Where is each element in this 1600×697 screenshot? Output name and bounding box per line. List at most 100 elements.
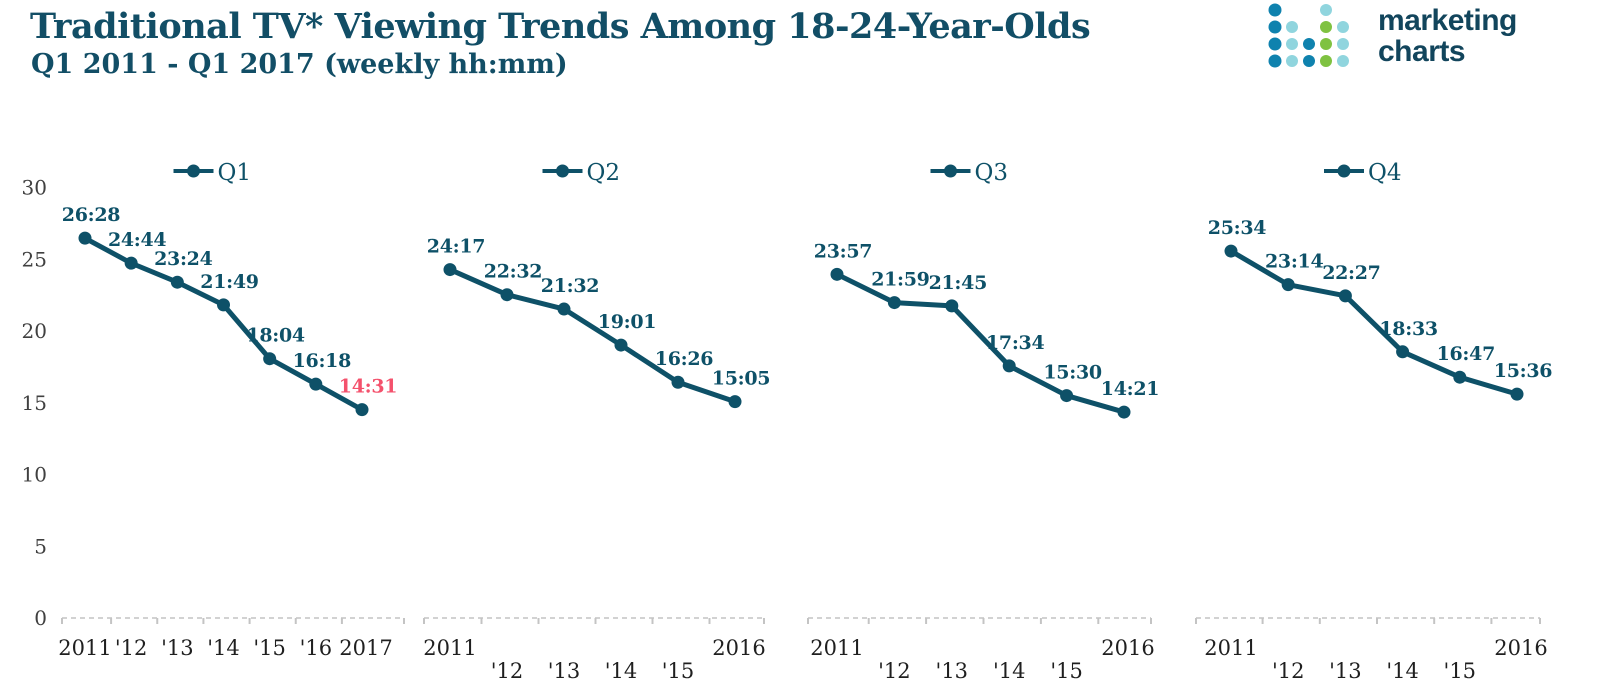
- data-point: [500, 288, 514, 302]
- data-point: [945, 299, 959, 313]
- x-tick-label: '13: [548, 659, 581, 683]
- logo-dot: [1268, 20, 1282, 34]
- data-point: [1510, 387, 1524, 401]
- x-tick-label: '15: [1050, 659, 1083, 683]
- x-tick-label: '14: [605, 659, 638, 683]
- x-tick-label: '16: [300, 636, 333, 660]
- data-point: [614, 338, 628, 352]
- x-tick-label: 2016: [712, 636, 765, 660]
- logo-dot: [1337, 55, 1349, 67]
- logo-dot: [1337, 21, 1349, 33]
- logo-dot: [1320, 4, 1332, 16]
- data-point: [830, 267, 844, 281]
- data-label: 21:32: [541, 275, 599, 297]
- data-point: [355, 403, 369, 417]
- data-label: 18:04: [246, 325, 304, 347]
- legend-marker: [187, 164, 200, 178]
- x-tick-label: '12: [878, 659, 911, 683]
- series-line-q4: [1228, 248, 1520, 397]
- y-tick-label: 5: [34, 534, 47, 558]
- logo-dots-icon: [1268, 3, 1349, 68]
- data-label: 16:26: [655, 348, 713, 370]
- data-label: 21:45: [929, 272, 987, 294]
- y-tick-label: 30: [22, 176, 47, 200]
- data-point: [728, 395, 742, 409]
- x-tick-label: '12: [491, 659, 524, 683]
- legend-label: Q3: [975, 160, 1009, 186]
- logo-text: marketing charts: [1378, 5, 1517, 67]
- data-point: [443, 263, 457, 277]
- data-label: 24:44: [108, 229, 166, 251]
- x-tick-label: '15: [253, 636, 286, 660]
- x-tick-label: 2011: [1204, 636, 1257, 660]
- y-tick-label: 0: [34, 606, 47, 630]
- data-label: 26:28: [62, 204, 120, 226]
- x-tick-label: '14: [1386, 659, 1419, 683]
- data-point: [1453, 370, 1467, 384]
- logo-dot: [1268, 54, 1282, 68]
- data-label-highlight: 14:31: [339, 376, 397, 398]
- x-tick-label: '12: [115, 636, 148, 660]
- data-point: [887, 296, 901, 310]
- data-label: 22:27: [1322, 262, 1380, 284]
- y-tick-label: 15: [22, 391, 47, 415]
- data-point: [78, 231, 92, 245]
- data-label: 22:32: [484, 261, 542, 283]
- y-tick-label: 10: [22, 463, 47, 487]
- chart-title: Traditional TV* Viewing Trends Among 18-…: [30, 6, 1091, 47]
- data-point: [1002, 359, 1016, 373]
- logo-word-marketing: marketing: [1378, 4, 1517, 37]
- data-point: [1224, 244, 1238, 258]
- legend-label: Q2: [587, 160, 621, 186]
- data-label: 23:14: [1265, 251, 1323, 273]
- data-point: [1281, 278, 1295, 292]
- data-point: [557, 302, 571, 316]
- x-tick-label: '13: [1329, 659, 1362, 683]
- x-tick-label: 2011: [810, 636, 863, 660]
- logo-dot: [1286, 55, 1298, 67]
- logo-dot: [1337, 38, 1349, 50]
- logo-dot: [1303, 38, 1315, 50]
- logo-dot: [1320, 55, 1332, 67]
- header: Traditional TV* Viewing Trends Among 18-…: [30, 6, 1091, 80]
- logo-dot: [1268, 37, 1282, 51]
- data-label: 21:59: [871, 269, 929, 291]
- data-label: 18:33: [1379, 318, 1437, 340]
- data-point: [170, 275, 184, 289]
- data-point: [1060, 389, 1074, 403]
- x-tick-label: '14: [207, 636, 240, 660]
- x-tick-label: 2016: [1101, 636, 1154, 660]
- data-point: [1396, 345, 1410, 359]
- x-tick-label: '12: [1272, 659, 1305, 683]
- x-tick-label: 2016: [1494, 636, 1547, 660]
- x-tick-label: 2011: [58, 636, 111, 660]
- legend-marker: [1337, 164, 1351, 178]
- logo-word-charts: charts: [1378, 35, 1466, 68]
- chart-panel-q1: 2011'12 '13 '14 '15 '16 2017 Q1 26:28 24:4423:24…: [58, 160, 405, 660]
- series-line-q3: [834, 271, 1127, 415]
- logo-dot: [1268, 3, 1282, 17]
- legend-label: Q1: [218, 160, 252, 186]
- data-point: [1338, 289, 1352, 303]
- x-tick-label: '13: [161, 636, 194, 660]
- data-label: 24:17: [427, 236, 485, 258]
- x-tick-label: 2011: [423, 636, 476, 660]
- data-point: [124, 256, 138, 270]
- legend-label: Q4: [1368, 160, 1402, 186]
- data-label: 17:34: [986, 332, 1044, 354]
- data-label: 23:57: [814, 240, 872, 262]
- x-tick-label: '14: [993, 659, 1026, 683]
- x-tick-label: '13: [936, 659, 969, 683]
- x-tick-label: '15: [1444, 659, 1477, 683]
- legend-marker: [944, 164, 957, 178]
- chart-subtitle: Q1 2011 - Q1 2017 (weekly hh:mm): [31, 49, 568, 80]
- data-point: [1117, 405, 1131, 419]
- x-tick-label: 2017: [339, 636, 392, 660]
- data-point: [309, 377, 323, 391]
- y-tick-label: 20: [22, 319, 47, 343]
